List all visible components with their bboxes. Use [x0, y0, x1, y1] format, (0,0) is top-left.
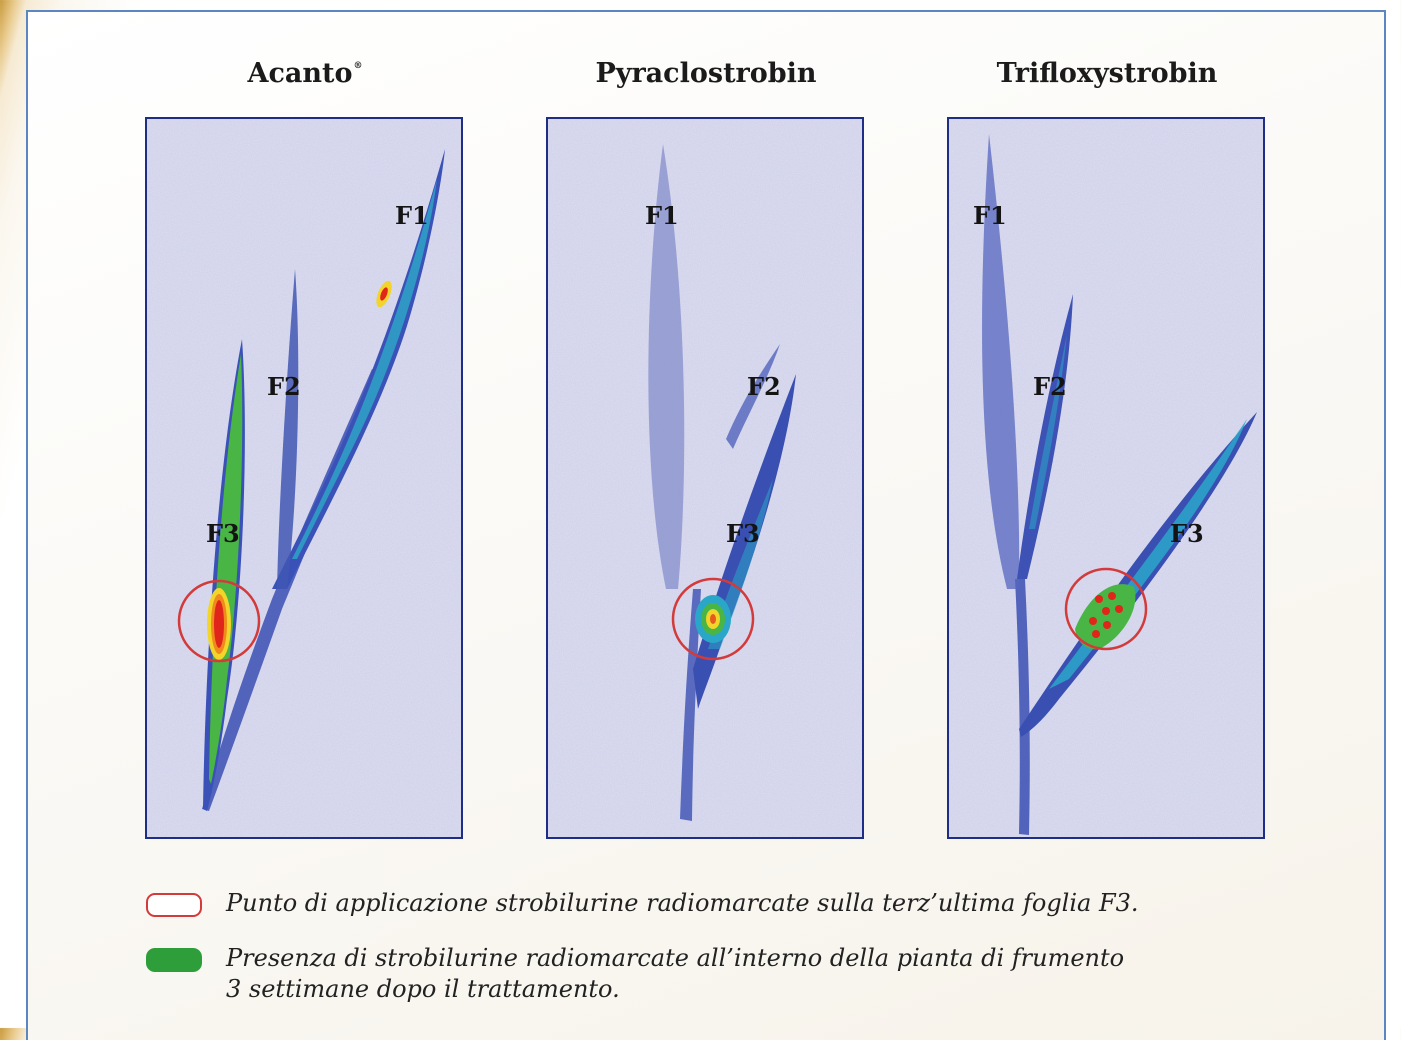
label-f2: F2 [267, 372, 301, 401]
label-f1: F1 [395, 201, 429, 230]
autoradiograph-pyraclostrobin: F1 F2 F3 [546, 117, 864, 839]
autoradiograph-trifloxystrobin: F1 F2 F3 [947, 117, 1265, 839]
label-f3: F3 [726, 519, 760, 548]
label-f3: F3 [1170, 519, 1204, 548]
application-point-circle [177, 579, 261, 663]
trademark-symbol: ® [353, 61, 363, 71]
autoradiograph-acanto: F1 F2 F3 [145, 117, 463, 839]
title-acanto: Acanto® [247, 58, 363, 89]
wheat-plant-trifloxystrobin [949, 119, 1263, 837]
legend-outline-swatch [146, 893, 202, 917]
title-pyraclostrobin: Pyraclostrobin [595, 58, 817, 89]
legend-application-text: Punto di applicazione strobilurine radio… [226, 889, 1139, 917]
wheat-plant-acanto [147, 119, 461, 837]
legend-green-swatch [146, 948, 202, 972]
title-trifloxystrobin: Trifloxystrobin [996, 58, 1218, 89]
label-f1: F1 [645, 201, 679, 230]
legend-presence-line1: Presenza di strobilurine radiomarcate al… [226, 944, 1125, 972]
wheat-plant-pyraclostrobin [548, 119, 862, 837]
application-point-circle [671, 577, 755, 661]
label-f3: F3 [206, 519, 240, 548]
application-point-circle [1064, 567, 1148, 651]
label-f1: F1 [973, 201, 1007, 230]
legend-presence-line2: 3 settimane dopo il trattamento. [226, 975, 620, 1003]
label-f2: F2 [1033, 372, 1067, 401]
label-f2: F2 [747, 372, 781, 401]
